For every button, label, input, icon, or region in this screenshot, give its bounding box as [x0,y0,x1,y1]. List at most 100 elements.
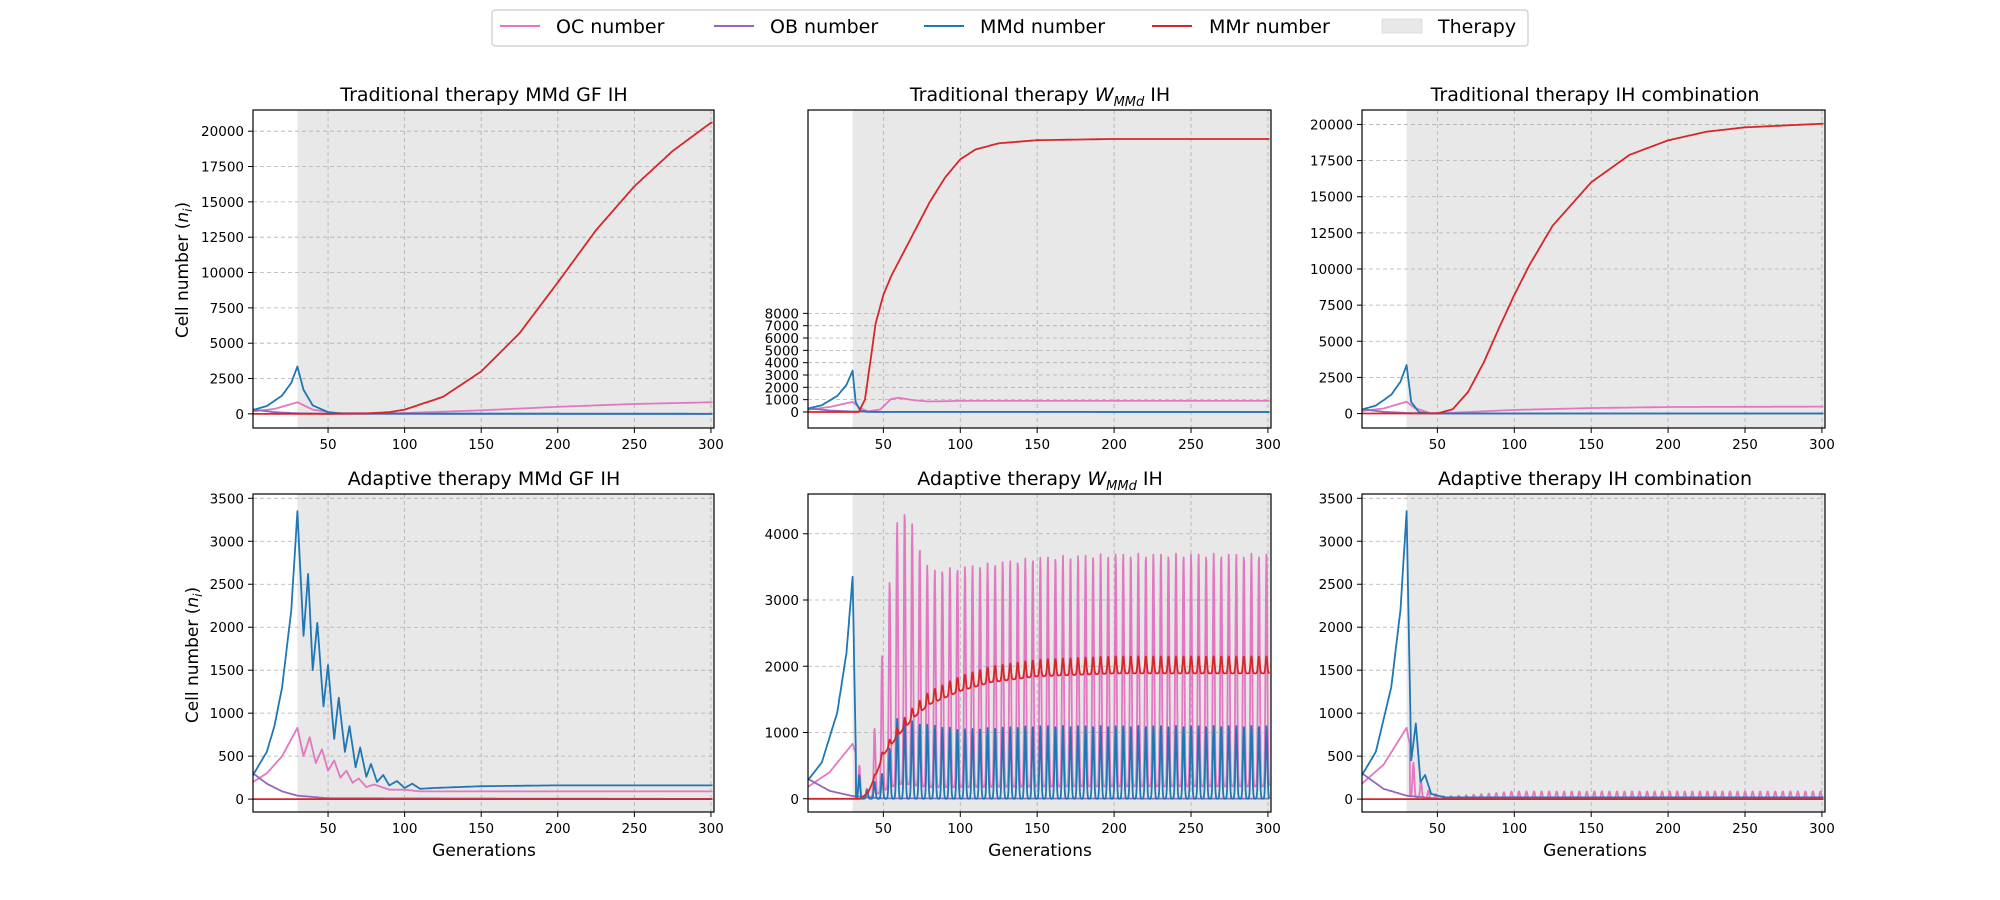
panel-title: Traditional therapy MMd GF IH [339,84,627,106]
y-tick-label: 3000 [210,534,244,550]
y-tick-label: 2500 [1319,370,1353,386]
series-line-mmr-number [253,121,713,415]
x-tick-label: 100 [392,437,418,453]
x-axis-label: Generations [988,841,1092,861]
plot-frame [807,493,1272,813]
y-tick-label: 4000 [765,356,799,372]
y-tick-label: 2000 [765,380,799,396]
y-tick-label: 17500 [1310,154,1353,170]
y-tick-label: 8000 [765,306,799,322]
x-tick-label: 50 [319,437,336,453]
x-tick-label: 150 [1578,437,1604,453]
panel-traditional-gf: Traditional therapy MMd GF IH 50 100 150 20… [201,84,724,453]
y-tick-label: 1000 [1319,706,1353,722]
series-line-oc-number [807,514,1271,799]
y-tick-label: 17500 [201,160,244,176]
x-tick-label: 300 [1809,821,1835,837]
plot-area: 50 100 150 200 250 300 0 2500 5000 7500 10000 12500… [201,109,724,453]
y-tick-label: 2000 [1319,620,1353,636]
x-tick-label: 150 [1024,437,1050,453]
x-tick-label: 300 [1809,437,1835,453]
therapy-shade [297,110,714,428]
y-tick-label: 2500 [1319,577,1353,593]
x-tick-label: 50 [875,821,892,837]
y-tick-label: 20000 [1310,117,1353,133]
x-tick-label: 200 [1655,437,1681,453]
x-tick-label: 200 [545,437,571,453]
plot-frame [1361,493,1826,813]
x-tick-label: 100 [947,821,973,837]
y-tick-label: 20000 [201,124,244,140]
y-tick-label: 500 [218,749,244,765]
plot-area: 50 100 150 200 250 300 0 2500 5000 7500 10000 12500… [1310,109,1835,453]
x-tick-label: 200 [545,821,571,837]
panel-title: Adaptive therapy IH combination [1438,468,1752,490]
series-line-oc-number [252,726,713,793]
series-line-oc-number [807,396,1270,413]
plot-area: 50 100 150 200 250 30005001000150020002500300… [1319,491,1835,837]
y-tick-label: 4000 [765,527,799,543]
y-tick-label: 0 [1344,792,1353,808]
y-tick-label: 1000 [210,706,244,722]
y-tick-label: 1000 [765,726,799,742]
y-tick-label: 0 [235,792,244,808]
legend-label-oc: OC number [556,16,665,38]
y-tick-label: 0 [1344,407,1353,423]
x-tick-label: 100 [947,437,973,453]
x-tick-label: 150 [468,821,494,837]
x-tick-label: 100 [392,821,418,837]
x-tick-label: 250 [621,437,647,453]
y-tick-label: 0 [790,405,799,421]
y-tick-label: 10000 [201,266,244,282]
panel-title: Adaptive therapy WMMd IH [917,468,1163,494]
therapy-shade [1406,494,1825,812]
y-tick-label: 5000 [1319,334,1353,350]
legend-label-mmr: MMr number [1209,16,1330,38]
y-tick-label: 3000 [765,593,799,609]
x-tick-label: 100 [1501,821,1527,837]
y-tick-label: 7000 [765,319,799,335]
y-axis-label: Cell number (ni) [183,587,205,723]
plot-area: 50 100 150 200 250 30001000200030004000500060… [765,109,1281,453]
plot-area: 50 100 150 200 250 30005001000150020002500300… [210,491,724,837]
series-line-mmd-number [252,510,713,790]
series-line-mmd-number [807,575,1271,800]
y-axis-label: Cell number (ni) [173,202,195,338]
y-tick-label: 7500 [210,301,244,317]
x-tick-label: 300 [698,821,724,837]
x-tick-label: 200 [1101,437,1127,453]
series-line-mmd-number [1361,510,1824,799]
x-tick-label: 150 [468,437,494,453]
y-tick-label: 5000 [765,343,799,359]
x-tick-label: 250 [1732,437,1758,453]
therapy-shade [852,110,1271,428]
y-tick-label: 3000 [1319,534,1353,550]
legend-label-therapy: Therapy [1437,16,1516,38]
x-tick-label: 200 [1101,821,1127,837]
x-tick-label: 100 [1501,437,1527,453]
x-tick-label: 150 [1024,821,1050,837]
panel-adaptive-gf: Adaptive therapy MMd GF IH 50 100 150 200 25… [210,468,724,837]
y-tick-label: 1500 [210,663,244,679]
x-tick-label: 200 [1655,821,1681,837]
y-tick-label: 15000 [201,195,244,211]
y-tick-label: 500 [1327,749,1353,765]
legend-frame [491,9,1529,47]
x-tick-label: 250 [1178,437,1204,453]
x-tick-label: 50 [875,437,892,453]
series-line-mmr-number [807,655,1270,800]
x-tick-label: 50 [1429,821,1446,837]
x-tick-label: 150 [1578,821,1604,837]
panel-title: Traditional therapy WMMd IH [909,84,1170,110]
legend-label-ob: OB number [770,16,878,38]
y-tick-label: 0 [235,407,244,423]
plot-frame [1361,109,1826,429]
y-tick-label: 3500 [210,491,244,507]
legend: OC number OB number MMd number MMr numbe… [491,9,1529,47]
x-tick-label: 300 [698,437,724,453]
x-axis-label: Generations [1543,841,1647,861]
panel-adaptive-wmmd: Adaptive therapy WMMd IH 50 100 150 200 250 3… [765,468,1281,837]
panel-title: Adaptive therapy MMd GF IH [348,468,621,490]
y-tick-label: 2000 [765,659,799,675]
